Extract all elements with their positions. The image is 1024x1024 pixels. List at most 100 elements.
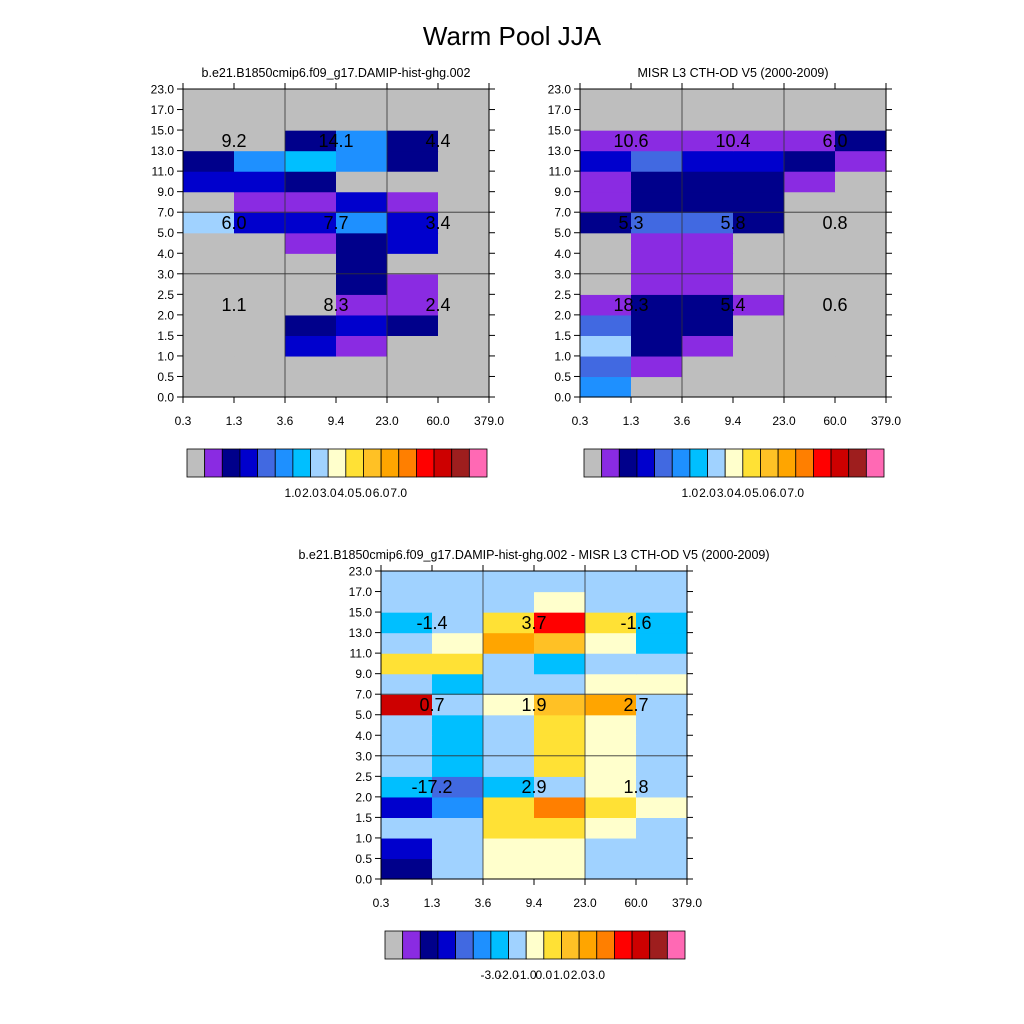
colorbar-label: 4.0 (337, 486, 354, 500)
heatmap-cell (784, 89, 836, 111)
heatmap-cell (336, 232, 388, 254)
heatmap-cell (580, 150, 632, 172)
colorbar-swatch (433, 448, 453, 478)
heatmap-cell (432, 591, 484, 613)
heatmap-cell (381, 571, 433, 593)
heatmap-cell (534, 673, 586, 695)
heatmap-cell (733, 355, 785, 378)
heatmap-cell (183, 130, 235, 152)
panel-title: b.e21.B1850cmip6.f09_g17.DAMIP-hist-ghg.… (298, 548, 769, 562)
heatmap-cell (387, 253, 439, 275)
colorbar-label: 5.0 (752, 486, 769, 500)
heatmap-cell (387, 171, 439, 193)
heatmap-cell (483, 632, 535, 654)
y-tick-label: 2.5 (554, 288, 571, 302)
x-tick-label: 1.3 (623, 414, 640, 428)
heatmap-cell (183, 335, 235, 357)
heatmap-cell (636, 591, 688, 613)
block-total-label: -1.4 (416, 613, 447, 633)
heatmap-cell (733, 191, 785, 213)
y-tick-label: 7.0 (355, 688, 372, 702)
y-tick-label: 4.0 (157, 247, 174, 261)
panel-title: MISR L3 CTH-OD V5 (2000-2009) (637, 66, 828, 80)
colorbar-swatch (561, 930, 580, 960)
heatmap-cell (381, 776, 433, 798)
heatmap-cell (381, 735, 433, 757)
colorbar-swatch (848, 448, 867, 478)
heatmap-cell (534, 714, 586, 736)
heatmap-cell (381, 694, 433, 716)
heatmap-cell (285, 232, 337, 254)
heatmap-cell (784, 191, 836, 213)
heatmap-cell (636, 858, 688, 880)
colorbar-swatch (363, 448, 382, 478)
colorbar-swatch (689, 448, 708, 478)
heatmap-cell (534, 837, 586, 860)
colorbar-swatch (742, 448, 761, 478)
heatmap-cell (835, 232, 887, 254)
block-total-label: 0.6 (822, 295, 847, 315)
heatmap-cell (585, 673, 637, 695)
block-total-label: 18.3 (613, 295, 648, 315)
heatmap-cell (432, 571, 484, 593)
heatmap-cell (381, 612, 433, 634)
heatmap-cell (534, 571, 586, 593)
heatmap-cell (733, 130, 785, 152)
heatmap-cell (835, 191, 887, 213)
heatmap-cell (631, 253, 683, 275)
heatmap-cell (336, 376, 388, 398)
colorbar-swatch (239, 448, 258, 478)
heatmap-cell (636, 776, 688, 798)
heatmap-cell (285, 355, 337, 378)
heatmap-cell (387, 294, 439, 316)
heatmap-cell (432, 776, 484, 798)
heatmap-cell (336, 109, 388, 131)
heatmap-cell (432, 837, 484, 860)
heatmap-cell (733, 171, 785, 193)
y-tick-label: 3.0 (355, 749, 372, 763)
x-tick-label: 23.0 (772, 414, 796, 428)
heatmap-cell (183, 273, 235, 295)
block-total-label: 3.4 (425, 213, 450, 233)
heatmap-cell (234, 253, 286, 275)
colorbar-swatch (631, 930, 651, 960)
colorbar-label: -1.0 (516, 968, 537, 982)
y-tick-label: 2.0 (355, 790, 372, 804)
heatmap-cell (381, 817, 433, 839)
colorbar-swatch (578, 930, 598, 960)
colorbar-label: 5.0 (355, 486, 372, 500)
heatmap-cell (580, 355, 632, 378)
heatmap-cell (336, 314, 388, 336)
heatmap-cell (234, 171, 286, 193)
heatmap-cell (438, 253, 490, 275)
heatmap-cell (483, 673, 535, 695)
colorbar-swatch (327, 448, 347, 478)
heatmap-cell (733, 89, 785, 111)
y-tick-label: 2.5 (355, 770, 372, 784)
y-tick-label: 7.0 (554, 206, 571, 220)
heatmap-cell (733, 335, 785, 357)
heatmap-cell (733, 212, 785, 234)
heatmap-cell (631, 294, 683, 316)
heatmap-cell (733, 294, 785, 316)
heatmap-cell (285, 171, 337, 193)
y-tick-label: 17.0 (151, 103, 175, 117)
heatmap-cell (682, 150, 734, 172)
heatmap-cell (183, 109, 235, 131)
y-tick-label: 15.0 (151, 124, 175, 138)
heatmap-cell (234, 314, 286, 336)
heatmap-cell (336, 130, 388, 152)
heatmap-cell (285, 273, 337, 295)
y-tick-label: 1.5 (157, 329, 174, 343)
heatmap-cell (438, 314, 490, 336)
colorbar-swatch (671, 448, 691, 478)
colorbar-label: 6.0 (373, 486, 390, 500)
x-tick-label: 0.3 (572, 414, 589, 428)
y-tick-label: 2.0 (554, 308, 571, 322)
heatmap-cell (784, 335, 836, 357)
colorbar-swatch (416, 448, 435, 478)
colorbar-label: -2.0 (498, 968, 519, 982)
heatmap-cell (580, 376, 632, 398)
heatmap-cell (585, 653, 637, 675)
